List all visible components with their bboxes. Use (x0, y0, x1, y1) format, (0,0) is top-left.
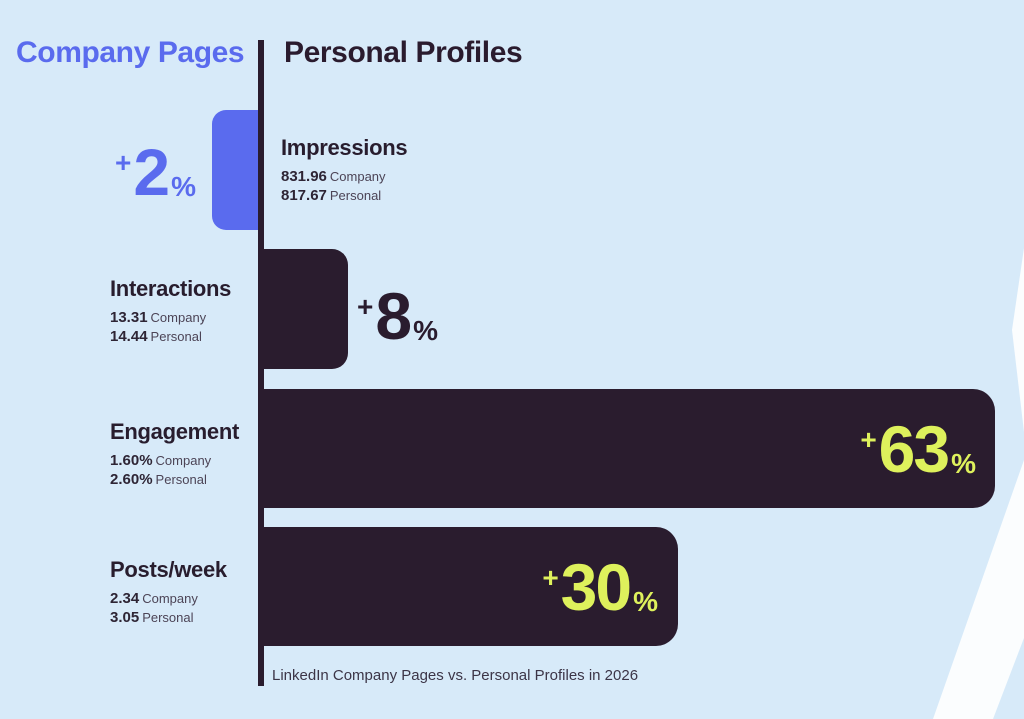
company-value-line: 831.96 Company (281, 168, 407, 187)
percent-sign: % (633, 585, 658, 617)
delta-label-engagement: +63% (860, 416, 976, 482)
company-value-line: 2.34 Company (110, 590, 227, 609)
personal-tag: Personal (150, 328, 202, 344)
delta-value: 2 (133, 135, 170, 209)
personal-value: 817.67 (281, 186, 327, 204)
company-pages-title: Company Pages (16, 36, 245, 69)
company-value: 1.60% (110, 452, 153, 469)
posts-week-info-block: Posts/week 2.34 Company 3.05 Personal (110, 557, 227, 627)
personal-value: 3.05 (110, 608, 140, 626)
delta-value: 30 (560, 549, 632, 624)
delta-label-posts-week: +30% (542, 554, 658, 620)
delta-label-interactions: +8% (357, 283, 438, 349)
impressions-info-block: Impressions 831.96 Company 817.67 Personal (281, 135, 408, 206)
plus-sign: + (542, 561, 559, 593)
plus-sign: + (115, 147, 132, 178)
company-value-line: 13.31 Company (110, 309, 231, 328)
company-tag: Company (150, 310, 207, 325)
company-tag: Company (329, 169, 386, 184)
delta-label-impressions: +2% (88, 139, 196, 205)
plus-sign: + (357, 291, 374, 322)
interactions-info-block: Interactions 13.31 Company 14.44 Personal (110, 276, 231, 346)
company-value-line: 1.60% Company (110, 452, 239, 471)
row-label: Engagement (110, 419, 240, 444)
row-label: Impressions (281, 135, 408, 160)
axis-line (258, 40, 264, 686)
row-label: Interactions (110, 276, 232, 301)
company-tag: Company (142, 591, 198, 606)
personal-value-line: 2.60% Personal (110, 471, 239, 490)
row-label: Posts/week (110, 557, 227, 582)
percent-sign: % (171, 171, 196, 202)
company-value: 831.96 (281, 168, 327, 185)
impressions-bar (212, 110, 258, 230)
plus-sign: + (860, 423, 877, 455)
personal-tag: Personal (155, 471, 207, 487)
personal-value-line: 3.05 Personal (110, 609, 227, 628)
personal-profiles-title: Personal Profiles (284, 36, 523, 69)
swoosh-upper-sliver (1012, 248, 1024, 432)
personal-value: 2.60% (110, 470, 153, 488)
percent-sign: % (413, 315, 438, 346)
delta-value: 63 (878, 411, 950, 486)
personal-value-line: 817.67 Personal (281, 187, 407, 206)
percent-sign: % (951, 447, 976, 479)
personal-tag: Personal (329, 187, 382, 203)
personal-value-line: 14.44 Personal (110, 328, 231, 347)
personal-tag: Personal (142, 609, 194, 625)
personal-value: 14.44 (110, 327, 148, 345)
interactions-bar (264, 249, 348, 369)
delta-value: 8 (375, 279, 412, 353)
posts-week-bar: +30% (264, 527, 678, 646)
engagement-bar: +63% (264, 389, 995, 508)
company-tag: Company (155, 453, 212, 468)
chart-caption: LinkedIn Company Pages vs. Personal Prof… (272, 667, 639, 684)
company-value: 13.31 (110, 309, 148, 326)
engagement-info-block: Engagement 1.60% Company 2.60% Personal (110, 419, 239, 489)
company-value: 2.34 (110, 590, 140, 607)
